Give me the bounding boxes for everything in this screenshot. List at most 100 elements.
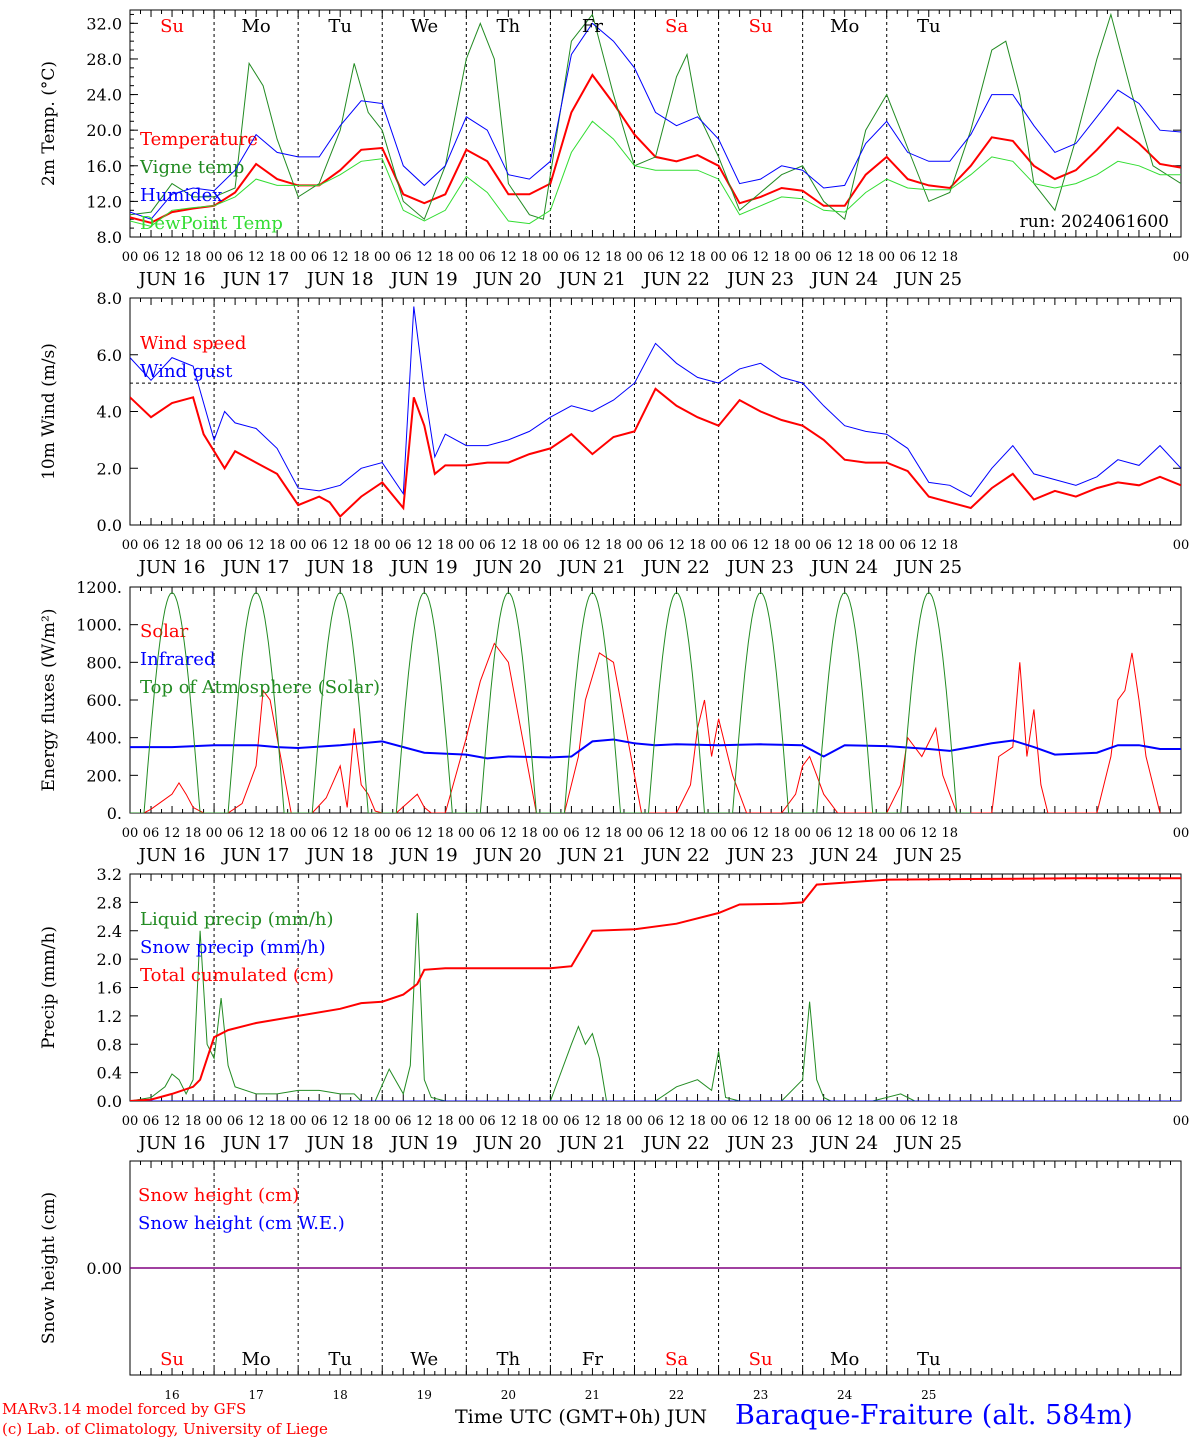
y-axis-label: Snow height (cm) (39, 1192, 59, 1344)
date-label: JUN 24 (809, 1133, 878, 1154)
station-name: Baraque-Fraiture (alt. 584m) (735, 1400, 1133, 1431)
day-name: Sa (665, 1349, 688, 1370)
run-annotation: run: 2024061600 (1020, 212, 1169, 232)
hour-label: 06 (899, 1114, 916, 1129)
hour-label: 00 (122, 538, 139, 553)
hour-label: 00 (878, 826, 895, 841)
hour-label: 00 (1173, 826, 1190, 841)
hour-label: 12 (668, 1114, 685, 1129)
date-label: JUN 17 (221, 269, 290, 290)
date-label: JUN 19 (389, 269, 458, 290)
hour-label: 18 (773, 826, 790, 841)
y-tick-label: 0.0 (97, 516, 122, 535)
legend-entry: Wind gust (140, 361, 233, 382)
legend-entry: Top of Atmosphere (Solar) (140, 677, 380, 698)
y-axis-label: 2m Temp. (°C) (39, 61, 59, 186)
day-name: Th (497, 16, 521, 37)
panel-temp: 8.0 12.0 16.0 20.0 24.0 28.0 32.0 2m Temp. (°C)… (39, 9, 1189, 290)
y-tick-label: 4.0 (97, 403, 122, 422)
legend-entry: Vigne temp (139, 157, 244, 178)
date-label: JUN 20 (473, 845, 542, 866)
hour-label: 06 (311, 826, 328, 841)
hour-label: 18 (857, 538, 874, 553)
y-tick-label: 0.0 (97, 1092, 122, 1111)
date-label: JUN 21 (557, 269, 626, 290)
legend-entry: Wind speed (140, 333, 246, 354)
panel-snow: 0.00 Snow height (cm) Snow height (cm) Snow… (39, 1160, 1182, 1402)
hour-label: 06 (479, 250, 496, 265)
hour-label: 18 (689, 250, 706, 265)
hour-label: 06 (815, 538, 832, 553)
day-name: Tu (328, 16, 352, 37)
hour-label: 00 (878, 250, 895, 265)
hour-label: 06 (143, 250, 160, 265)
date-label: JUN 23 (725, 557, 794, 578)
panel-frame (129, 586, 1182, 814)
y-tick-label: 2.8 (97, 893, 122, 912)
y-tick-label: 400. (86, 729, 122, 748)
hour-label: 00 (542, 538, 559, 553)
hour-label: 00 (710, 538, 727, 553)
hour-label: 00 (122, 250, 139, 265)
hour-label: 12 (164, 250, 181, 265)
y-tick-label: 600. (86, 691, 122, 710)
legend-entry: Infrared (140, 649, 215, 670)
day-name: We (410, 1349, 438, 1370)
legend-entry: Snow height (cm) (138, 1185, 299, 1206)
date-label: JUN 22 (641, 269, 710, 290)
legend-entry: Temperature (140, 129, 258, 150)
date-label: JUN 17 (221, 845, 290, 866)
hour-label: 00 (122, 1114, 139, 1129)
day-number: 16 (164, 1388, 179, 1400)
hour-label: 12 (584, 250, 601, 265)
day-name: Fr (582, 16, 603, 37)
legend-entry: DewPoint Temp (140, 213, 283, 234)
hour-label: 12 (584, 826, 601, 841)
hour-label: 18 (521, 250, 538, 265)
hour-label: 00 (626, 538, 643, 553)
day-name: Tu (917, 1349, 941, 1370)
day-name: Su (749, 16, 773, 37)
hour-label: 18 (942, 1114, 959, 1129)
hour-label: 12 (500, 538, 517, 553)
y-tick-label: 1.6 (97, 979, 122, 998)
hour-label: 18 (605, 826, 622, 841)
y-tick-label: 0.4 (97, 1064, 122, 1083)
hour-label: 12 (332, 538, 349, 553)
date-label: JUN 23 (725, 269, 794, 290)
hour-label: 12 (332, 826, 349, 841)
date-label: JUN 24 (809, 845, 878, 866)
date-label: JUN 25 (893, 269, 962, 290)
hour-label: 18 (689, 826, 706, 841)
date-label: JUN 19 (389, 557, 458, 578)
hour-label: 12 (416, 250, 433, 265)
hour-label: 12 (920, 1114, 937, 1129)
hour-label: 06 (647, 1114, 664, 1129)
hour-label: 12 (416, 538, 433, 553)
day-number: 18 (333, 1388, 348, 1400)
hour-label: 06 (647, 826, 664, 841)
hour-label: 00 (206, 538, 223, 553)
day-name: Mo (241, 1349, 270, 1370)
y-tick-label: 20.0 (86, 121, 122, 140)
lab-credit: (c) Lab. of Climatology, University of L… (2, 1420, 328, 1438)
hour-label: 00 (794, 538, 811, 553)
date-label: JUN 20 (473, 269, 542, 290)
hour-label: 12 (920, 538, 937, 553)
panel-frame (129, 9, 1182, 238)
y-tick-label: 28.0 (86, 50, 122, 69)
hour-label: 18 (437, 538, 454, 553)
hour-label: 12 (836, 250, 853, 265)
hour-label: 18 (437, 250, 454, 265)
hour-label: 06 (395, 250, 412, 265)
series-line-temp-3 (130, 120, 1181, 227)
hour-label: 12 (164, 538, 181, 553)
y-axis-label: Energy fluxes (W/m²) (39, 609, 59, 792)
day-name: Sa (665, 16, 688, 37)
hour-label: 18 (942, 538, 959, 553)
hour-label: 12 (836, 826, 853, 841)
hour-label: 12 (920, 250, 937, 265)
hour-label: 00 (710, 1114, 727, 1129)
date-label: JUN 21 (557, 1133, 626, 1154)
series-line-precip-0 (130, 912, 1181, 1101)
